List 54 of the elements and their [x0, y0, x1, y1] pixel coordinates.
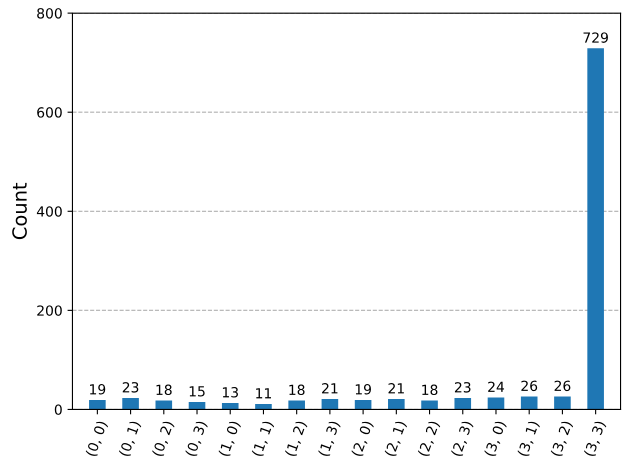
bar	[89, 400, 106, 410]
bar	[222, 402, 239, 410]
x-tick-label: (0, 2)	[152, 420, 176, 458]
bar	[322, 399, 338, 410]
bar	[520, 396, 538, 410]
x-tick-label: (0, 1)	[118, 420, 142, 458]
data-label: 23	[454, 382, 470, 393]
x-tick-label: (2, 3)	[450, 420, 474, 458]
bar	[454, 398, 472, 410]
x-tick-label: (2, 1)	[384, 420, 408, 458]
bar	[188, 402, 206, 410]
y-tick-label: 800	[37, 8, 62, 19]
y-tick-label: 0	[54, 404, 62, 415]
data-label: 11	[256, 388, 272, 398]
x-tick-label: (3, 3)	[583, 420, 607, 458]
x-tick-label: (1, 2)	[284, 420, 308, 458]
data-label: 21	[388, 383, 404, 394]
data-label: 23	[122, 382, 138, 393]
data-label: 19	[356, 384, 371, 395]
data-label: 19	[90, 384, 106, 395]
data-label: 24	[488, 382, 504, 392]
data-label: 21	[322, 383, 338, 394]
x-tick-label: (2, 0)	[350, 420, 374, 458]
bar	[488, 398, 504, 410]
bar	[587, 48, 604, 410]
x-tick-label: (2, 2)	[417, 420, 441, 458]
data-label: 13	[222, 387, 238, 398]
bar	[388, 399, 405, 410]
y-tick-label: 200	[37, 305, 62, 316]
y-axis-title: Count	[12, 182, 27, 240]
bar	[155, 400, 172, 410]
x-tick-label: (1, 3)	[318, 420, 342, 458]
data-label: 18	[289, 384, 305, 396]
x-tick-label: (0, 3)	[184, 420, 208, 458]
data-label: 18	[422, 384, 438, 396]
bar	[288, 400, 305, 410]
x-tick-label: (1, 0)	[218, 420, 242, 458]
bar	[554, 396, 571, 410]
data-label: 26	[521, 380, 538, 392]
data-label: 729	[584, 32, 608, 43]
x-tick-label: (3, 1)	[516, 420, 540, 458]
data-label: 18	[156, 384, 172, 396]
data-label: 26	[554, 380, 570, 392]
bar	[255, 404, 272, 410]
x-tick-label: (0, 0)	[85, 420, 109, 458]
x-tick-label: (3, 2)	[550, 420, 574, 458]
y-tick-label: 600	[37, 107, 62, 118]
bar	[122, 398, 139, 410]
bar	[421, 400, 438, 410]
y-tick-label: 400	[36, 206, 62, 217]
x-tick-label: (3, 0)	[484, 420, 508, 458]
bar	[354, 400, 372, 410]
data-label: 15	[190, 386, 205, 397]
x-tick-label: (1, 1)	[251, 420, 275, 458]
